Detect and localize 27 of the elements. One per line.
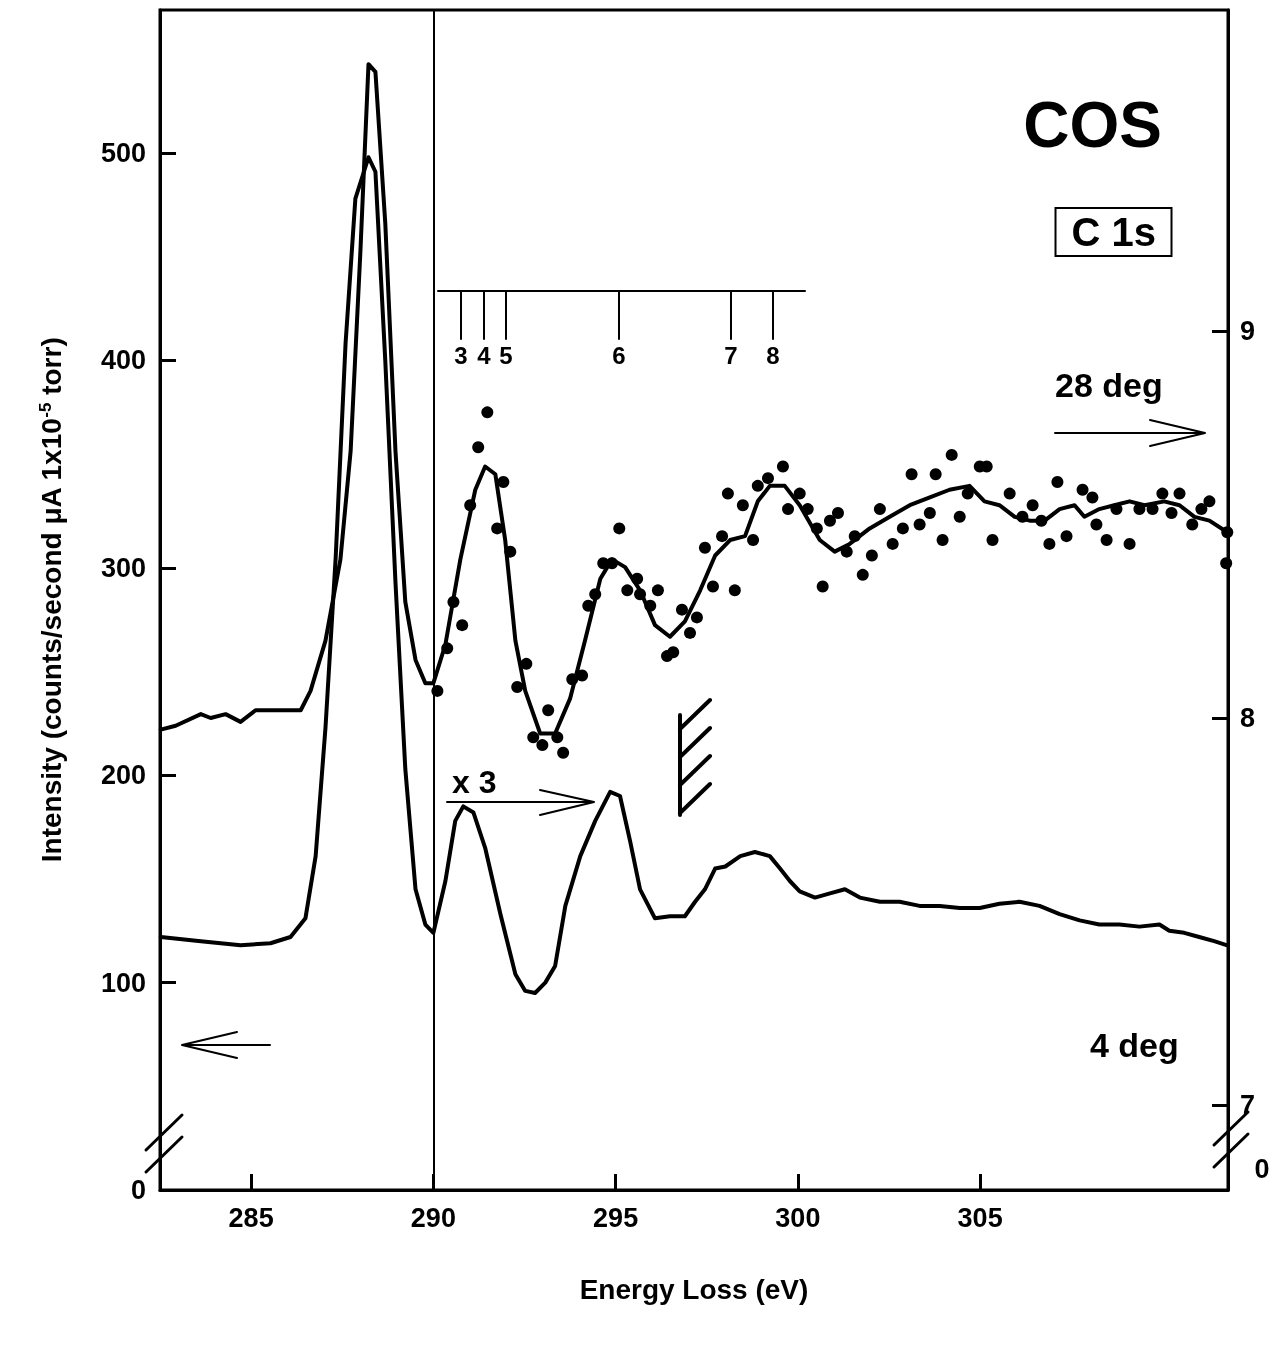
x-tick-label: 290 [410,1202,456,1233]
y-tick-label: 200 [100,760,146,791]
annotation: 4 [477,341,492,369]
y-tick-label: 500 [100,138,146,169]
text: 28 deg [1055,366,1163,404]
text: 0 [1254,1153,1270,1184]
y2-tick-label: 8 [1240,703,1256,733]
text: 4 deg [1090,1026,1179,1064]
annotation: 6 [612,341,626,369]
x-tick-label: 285 [228,1202,274,1233]
x-tick-label: 295 [593,1202,639,1233]
annotation: 5 [499,341,513,369]
y-tick-label: 400 [100,345,146,376]
annotation: x 3 [452,764,497,800]
annotation: 8 [766,341,780,369]
y2-tick-label: 9 [1240,316,1256,347]
x-tick-label: 305 [957,1202,1003,1233]
x-axis-title: Energy Loss (eV) [579,1273,809,1305]
annotation: 7 [724,341,738,369]
text: COS [1023,89,1162,161]
annotation: 3 [454,341,468,369]
y-axis-title: Intensity (counts/second μA 1x10-5 torr) [35,337,67,863]
text: C 1s [1071,210,1157,254]
y-tick-label: 300 [100,552,146,583]
y-tick-label: 100 [100,967,146,998]
y-tick-label: 0 [130,1175,146,1205]
x-tick-label: 300 [775,1202,821,1233]
